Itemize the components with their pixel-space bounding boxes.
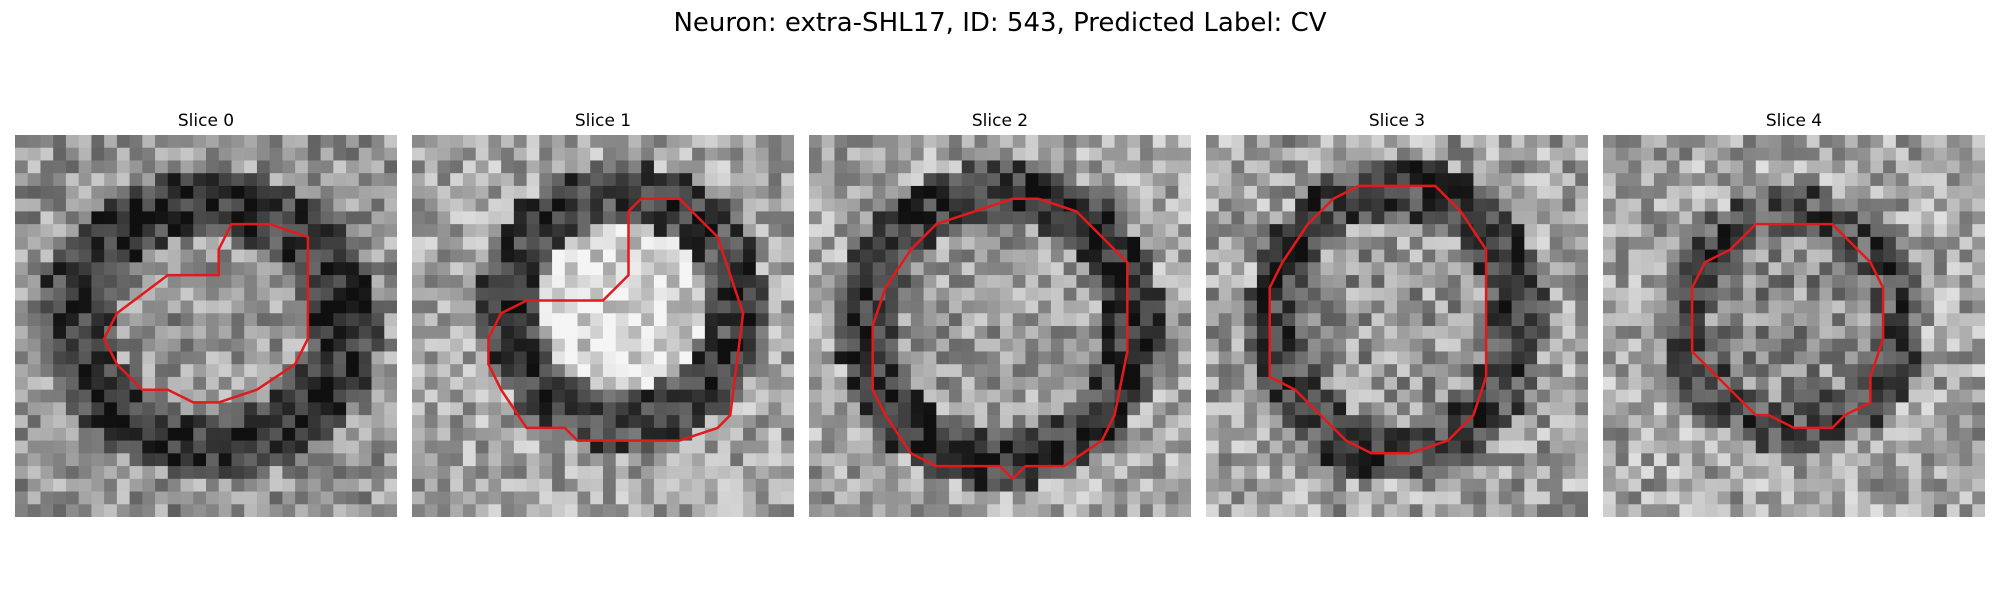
slice-panel-2: Slice 2 xyxy=(809,110,1191,517)
figure-title: Neuron: extra-SHL17, ID: 543, Predicted … xyxy=(673,8,1327,38)
slice-panel-4: Slice 4 xyxy=(1603,110,1985,517)
slice-panel-3: Slice 3 xyxy=(1206,110,1588,517)
segmentation-contour xyxy=(871,197,1129,481)
slice-image-1 xyxy=(412,135,794,517)
pixel-grid xyxy=(15,135,397,517)
slice-title-0: Slice 0 xyxy=(177,111,235,131)
segmentation-contour xyxy=(1690,222,1885,430)
slice-title-4: Slice 4 xyxy=(1765,111,1823,131)
slice-image-3 xyxy=(1206,135,1588,517)
slice-title-3: Slice 3 xyxy=(1368,111,1426,131)
pixel-grid xyxy=(1603,135,1985,517)
pixel-grid xyxy=(809,135,1191,517)
slice-image-2 xyxy=(809,135,1191,517)
slice-image-0 xyxy=(15,135,397,517)
segmentation-contour xyxy=(102,222,310,404)
pixel-grid xyxy=(1206,135,1588,517)
slice-title-1: Slice 1 xyxy=(574,111,632,131)
segmentation-contour xyxy=(487,197,745,442)
slice-panel-1: Slice 1 xyxy=(412,110,794,517)
segmentation-contour xyxy=(1268,184,1488,455)
slice-image-4 xyxy=(1603,135,1985,517)
slice-title-2: Slice 2 xyxy=(971,111,1029,131)
slice-panel-0: Slice 0 xyxy=(15,110,397,517)
pixel-grid xyxy=(412,135,794,517)
